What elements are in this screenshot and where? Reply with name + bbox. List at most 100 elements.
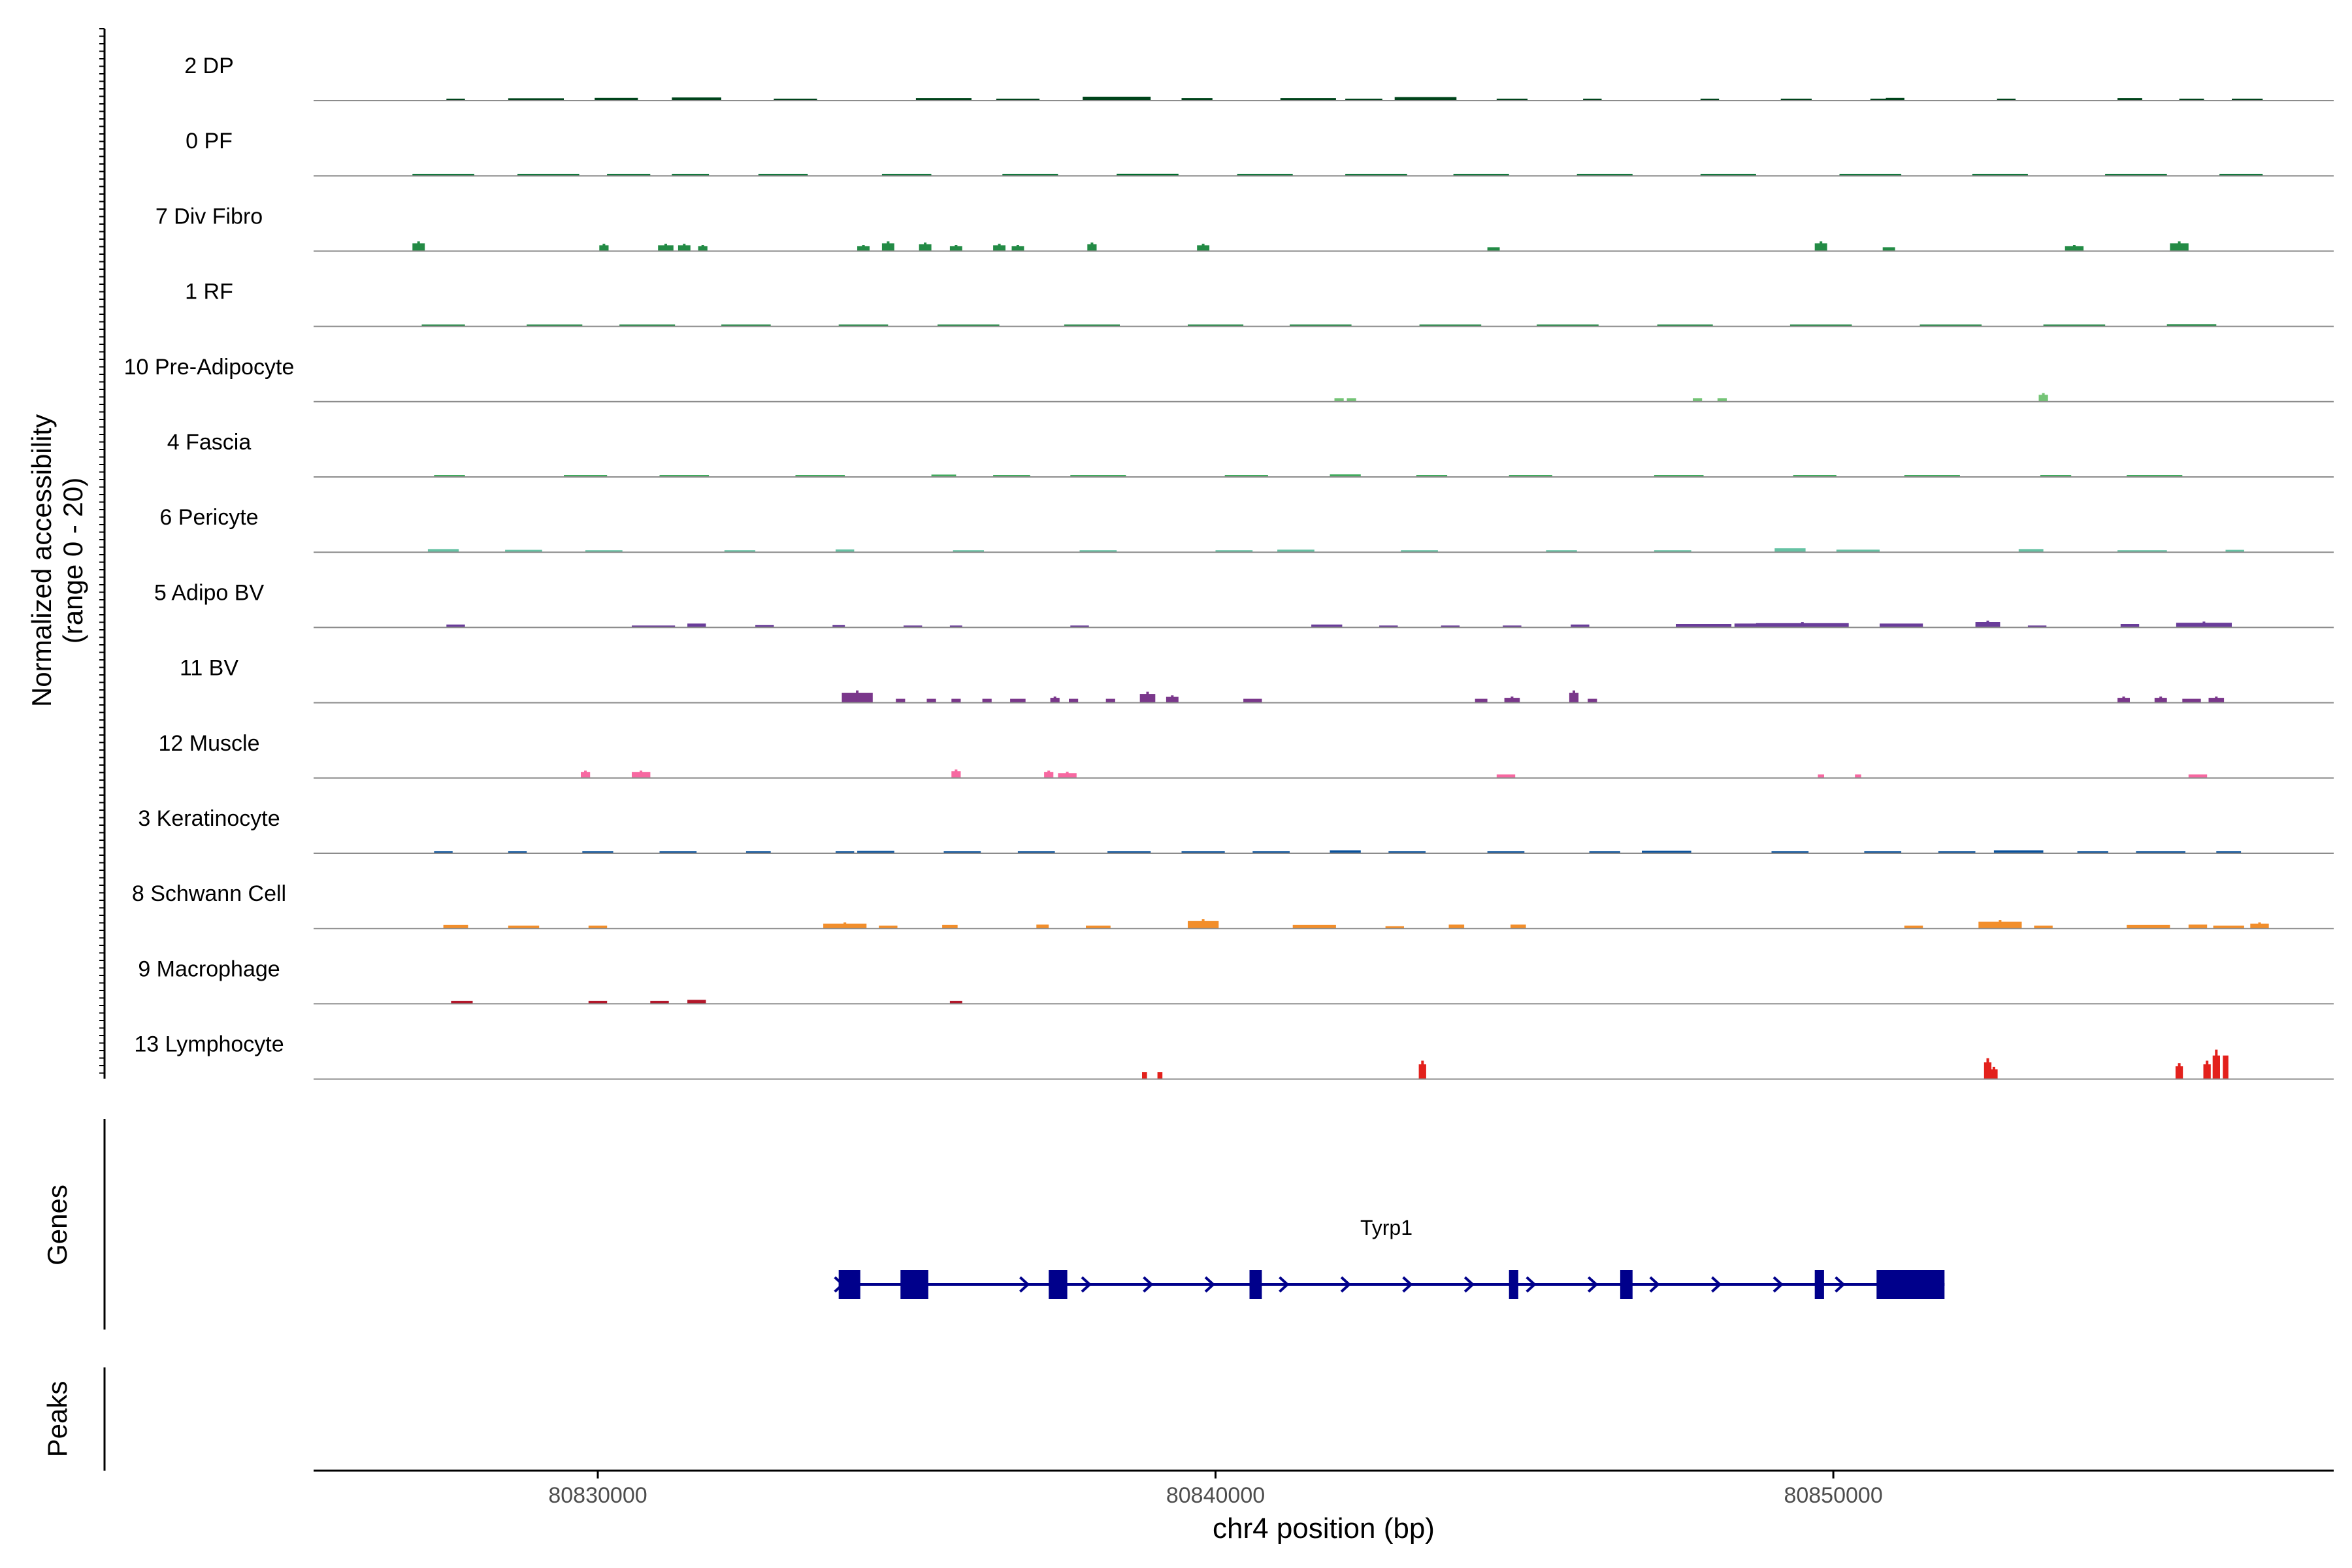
coverage-peak xyxy=(1224,475,1268,477)
coverage-peak-spike xyxy=(1053,696,1056,703)
track-label: 7 Div Fibro xyxy=(155,204,263,229)
coverage-peak xyxy=(1503,625,1522,628)
coverage-peak-spike xyxy=(1992,1066,1995,1079)
strand-arrow xyxy=(1711,1276,1722,1293)
coverage-peak xyxy=(931,474,956,477)
track-3-keratinocyte: 3 Keratinocyte xyxy=(138,806,2334,854)
coverage-peak xyxy=(2120,624,2140,628)
coverage-peak xyxy=(1334,398,1344,402)
coverage-peak-spike xyxy=(1801,622,1804,628)
coverage-peak-spike xyxy=(2206,1060,2209,1079)
strand-arrow xyxy=(1081,1276,1092,1293)
coverage-peak xyxy=(1475,698,1488,703)
coverage-peak xyxy=(2179,99,2204,101)
coverage-peak xyxy=(1904,475,1960,477)
coverage-peak-spike xyxy=(2072,245,2076,252)
coverage-peak xyxy=(1311,624,1343,628)
coverage-peak xyxy=(1886,97,1904,101)
coverage-peak-spike xyxy=(955,769,958,778)
coverage-peak xyxy=(508,925,540,929)
coverage-peak xyxy=(982,698,992,703)
coverage-peak-spike xyxy=(2215,1049,2218,1079)
coverage-peak-spike xyxy=(1421,1060,1424,1079)
coverage-peak xyxy=(938,324,1000,327)
coverage-peak xyxy=(1487,851,1525,853)
coverage-peak xyxy=(659,475,710,477)
track-label: 0 PF xyxy=(186,129,233,154)
coverage-peak xyxy=(2213,925,2244,929)
strand-arrow xyxy=(1019,1276,1030,1293)
coverage-peak xyxy=(1448,924,1465,929)
coverage-peak xyxy=(838,324,889,327)
coverage-peak xyxy=(412,174,474,176)
coverage-peak xyxy=(2077,851,2108,853)
coverage-peak-spike xyxy=(887,241,890,252)
track-5-adipo-bv: 5 Adipo BV xyxy=(154,580,2334,629)
coverage-peak xyxy=(2127,924,2170,929)
coverage-peak xyxy=(505,549,542,553)
track-label: 2 DP xyxy=(184,54,234,78)
coverage-peak xyxy=(434,851,453,853)
coverage-peak-spike xyxy=(955,245,958,252)
coverage-peak-spike xyxy=(2042,393,2045,402)
coverage-peak xyxy=(1188,324,1244,327)
coverage-peak xyxy=(1416,475,1448,477)
coverage-peak-spike xyxy=(1016,245,1019,252)
gene-exon xyxy=(1049,1270,1068,1299)
coverage-peak xyxy=(687,623,706,628)
x-axis-tick-label: 80850000 xyxy=(1784,1483,1882,1508)
coverage-peak-spike xyxy=(1820,241,1823,252)
coverage-peak xyxy=(1401,550,1438,553)
coverage-peak-spike xyxy=(2178,1063,2181,1079)
strand-arrow xyxy=(1340,1276,1352,1293)
coverage-peak xyxy=(1700,174,1756,176)
coverage-peak xyxy=(2232,99,2263,101)
coverage-peak xyxy=(832,625,845,628)
coverage-peak xyxy=(1280,98,1336,101)
y-axis: Normalized accessibility (range 0 - 20) xyxy=(26,28,106,1079)
coverage-peak xyxy=(1588,698,1597,703)
track-label: 6 Pericyte xyxy=(159,505,258,530)
coverage-peak xyxy=(1997,99,2016,101)
coverage-peak xyxy=(896,698,906,703)
coverage-peak xyxy=(1993,850,2044,853)
strand-arrow xyxy=(1402,1276,1413,1293)
gene-exon xyxy=(838,1270,860,1299)
coverage-peak xyxy=(1157,1072,1163,1079)
coverage-peak xyxy=(1010,698,1026,703)
coverage-peak xyxy=(446,624,465,628)
track-label: 3 Keratinocyte xyxy=(138,806,280,831)
coverage-peak xyxy=(1419,324,1482,327)
coverage-peak xyxy=(2188,774,2208,778)
coverage-peak-spike xyxy=(640,770,643,778)
gene-exon xyxy=(1620,1270,1633,1299)
coverage-peak xyxy=(1882,247,1895,252)
peaks-panel: Peaks xyxy=(42,1367,106,1471)
track-2-dp: 2 DP xyxy=(184,54,2334,101)
coverage-peak xyxy=(1700,99,1720,101)
coverage-peak xyxy=(993,475,1030,477)
x-axis-label: chr4 position (bp) xyxy=(1213,1512,1435,1544)
coverage-peak-spike xyxy=(584,770,587,778)
coverage-peak xyxy=(942,924,958,929)
coverage-peak-spike xyxy=(1999,920,2002,929)
coverage-peak xyxy=(1789,324,1852,327)
coverage-peak-spike xyxy=(1573,690,1575,703)
coverage-peak-spike xyxy=(1146,691,1149,703)
track-label: 11 BV xyxy=(180,656,238,681)
coverage-peak-spike xyxy=(1986,1058,1989,1079)
y-axis-ticks xyxy=(99,28,105,1074)
coverage-peak xyxy=(996,99,1040,101)
coverage-peak xyxy=(2219,174,2263,176)
coverage-peak xyxy=(1496,99,1528,101)
coverage-peak xyxy=(1511,924,1526,929)
coverage-peak xyxy=(585,550,623,553)
coverage-peak xyxy=(588,925,608,929)
coverage-peak-spike xyxy=(2215,696,2218,703)
coverage-peak-spike xyxy=(998,244,1001,252)
genes-panel: Genes Tyrp1 xyxy=(42,1119,1945,1330)
coverage-peak xyxy=(1836,549,1880,553)
y-axis-label-line1: Normalized accessibility xyxy=(26,414,57,707)
coverage-peak xyxy=(451,1000,473,1004)
